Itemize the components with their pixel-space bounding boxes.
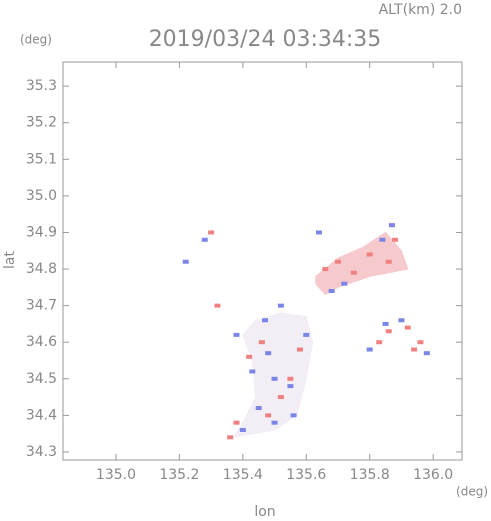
y-tick-label: 34.9 — [26, 224, 57, 240]
x-label: lon — [254, 504, 275, 520]
echo-point — [379, 237, 386, 242]
echo-point — [366, 347, 373, 352]
x-tick-label: 135.6 — [286, 467, 326, 483]
x-unit: (deg) — [456, 485, 488, 499]
echo-point — [322, 267, 329, 272]
echo-point — [258, 340, 265, 345]
y-tick-label: 34.8 — [26, 261, 57, 277]
x-tick-label: 135.8 — [350, 467, 390, 483]
echo-point — [233, 420, 240, 425]
echo-point — [404, 325, 411, 330]
x-tick-label: 135.4 — [223, 467, 263, 483]
echo-point — [287, 376, 294, 381]
echo-point — [262, 318, 269, 323]
x-tick-label: 136.0 — [413, 467, 453, 483]
y-tick-label: 34.3 — [26, 444, 57, 460]
echo-point — [382, 321, 389, 326]
echo-point — [182, 259, 189, 264]
echo-point — [315, 230, 322, 235]
x-tick-label: 135.0 — [96, 467, 136, 483]
echo-point — [388, 223, 395, 228]
plot-frame — [62, 61, 463, 461]
echo-point — [290, 413, 297, 418]
echo-point — [392, 237, 399, 242]
echo-point — [271, 376, 278, 381]
echo-point — [249, 369, 256, 374]
echo-point — [366, 252, 373, 257]
echo-point — [239, 428, 246, 433]
echo-point — [214, 303, 221, 308]
echo-point — [246, 354, 253, 359]
echo-point — [385, 259, 392, 264]
echo-point — [287, 384, 294, 389]
echo-point — [208, 230, 215, 235]
echo-point — [271, 420, 278, 425]
echo-point — [296, 347, 303, 352]
echo-region — [315, 231, 409, 296]
y-tick-label: 35.1 — [26, 151, 57, 167]
echo-point — [277, 303, 284, 308]
y-tick-label: 34.4 — [26, 407, 57, 423]
y-label: lat — [2, 251, 18, 269]
echo-region — [232, 312, 314, 439]
echo-point — [201, 237, 208, 242]
echo-point — [255, 406, 262, 411]
echo-point — [417, 340, 424, 345]
echo-point — [265, 413, 272, 418]
echo-point — [411, 347, 418, 352]
echo-point — [376, 340, 383, 345]
echo-point — [233, 332, 240, 337]
y-tick-label: 35.2 — [26, 115, 57, 131]
echo-point — [334, 259, 341, 264]
echo-point — [423, 351, 430, 356]
y-tick-label: 34.6 — [26, 334, 57, 350]
subtitle: ALT(km) 2.0 — [379, 2, 462, 18]
echo-point — [227, 435, 234, 440]
echo-point — [328, 288, 335, 293]
y-unit: (deg) — [20, 33, 52, 47]
x-tick-label: 135.2 — [159, 467, 199, 483]
echo-point — [341, 281, 348, 286]
echo-point — [350, 270, 357, 275]
y-tick-label: 35.3 — [26, 78, 57, 94]
y-tick-label: 35.0 — [26, 188, 57, 204]
echo-point — [277, 395, 284, 400]
chart-title: 2019/03/24 03:34:35 — [149, 27, 382, 52]
echo-point — [398, 318, 405, 323]
echo-point — [265, 351, 272, 356]
echo-point — [303, 332, 310, 337]
y-tick-label: 34.7 — [26, 298, 57, 314]
y-tick-label: 34.5 — [26, 371, 57, 387]
echo-point — [385, 329, 392, 334]
